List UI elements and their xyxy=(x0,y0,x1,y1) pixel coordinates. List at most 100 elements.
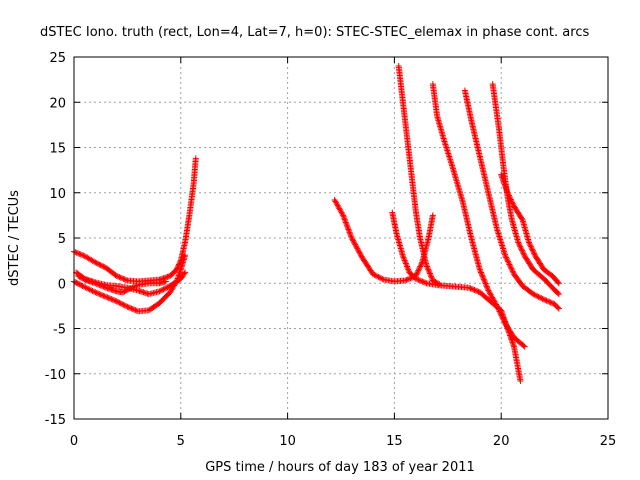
x-tick-label: 5 xyxy=(177,434,185,449)
data-point xyxy=(507,264,514,271)
data-point xyxy=(525,239,532,246)
data-point xyxy=(505,192,512,199)
data-point xyxy=(515,240,522,247)
data-point xyxy=(493,302,500,309)
data-point xyxy=(495,307,502,314)
data-point xyxy=(506,193,513,200)
plot-frame xyxy=(73,56,609,420)
data-point xyxy=(344,225,351,232)
data-point xyxy=(419,278,426,285)
data-point xyxy=(96,261,103,268)
data-point xyxy=(519,249,526,256)
data-point xyxy=(428,273,435,280)
data-point xyxy=(348,233,355,240)
data-point xyxy=(431,278,438,285)
data-point xyxy=(97,282,104,289)
data-point xyxy=(544,298,551,305)
data-point xyxy=(357,250,364,257)
data-point xyxy=(509,267,516,274)
data-point xyxy=(401,257,408,264)
y-tick-labels: -15 -10 -5 0 5 10 15 20 25 xyxy=(45,51,66,428)
data-point xyxy=(479,272,486,279)
data-point xyxy=(425,266,432,273)
data-point xyxy=(472,287,479,294)
data-point xyxy=(132,283,139,290)
data-point xyxy=(356,249,363,256)
data-point xyxy=(531,251,538,258)
data-point xyxy=(495,305,502,312)
data-point xyxy=(507,196,514,203)
data-point xyxy=(402,277,409,284)
data-point xyxy=(422,279,429,286)
data-point xyxy=(536,294,543,301)
data-point xyxy=(481,279,488,286)
data-point xyxy=(119,301,126,308)
data-point xyxy=(99,292,106,299)
data-point xyxy=(127,304,134,311)
data-point xyxy=(91,258,98,265)
x-tick-label: 0 xyxy=(70,434,78,449)
data-point xyxy=(496,308,503,315)
data-point xyxy=(538,295,545,302)
data-point xyxy=(509,199,516,206)
data-point xyxy=(412,275,419,282)
data-point xyxy=(480,276,487,283)
data-point xyxy=(130,283,137,290)
data-point xyxy=(399,253,406,260)
data-point xyxy=(478,270,485,277)
data-point xyxy=(506,261,513,268)
data-point xyxy=(402,259,409,266)
data-point xyxy=(121,302,128,309)
data-point xyxy=(96,281,103,288)
data-point xyxy=(72,249,79,256)
x-tick-label: 10 xyxy=(279,434,296,449)
data-point xyxy=(415,276,422,283)
data-point xyxy=(436,281,443,288)
data-point xyxy=(123,276,130,283)
data-point xyxy=(105,294,112,301)
data-point xyxy=(374,273,381,280)
data-point xyxy=(493,301,500,308)
y-tick-label: -10 xyxy=(45,368,66,383)
data-point xyxy=(344,223,351,230)
data-point xyxy=(93,280,100,287)
data-point xyxy=(350,238,357,245)
x-axis-label: GPS time / hours of day 183 of year 2011 xyxy=(205,460,475,475)
data-point xyxy=(346,227,353,234)
data-point xyxy=(467,285,474,292)
data-point xyxy=(504,257,511,264)
data-point xyxy=(123,287,130,294)
data-point xyxy=(103,293,110,300)
data-point xyxy=(547,299,554,306)
data-point xyxy=(479,273,486,280)
data-point xyxy=(355,248,362,255)
data-point xyxy=(120,289,127,296)
data-point xyxy=(484,286,491,293)
data-point xyxy=(517,244,524,251)
data-point xyxy=(353,244,360,251)
data-point xyxy=(78,282,85,289)
data-point xyxy=(527,243,534,250)
data-point xyxy=(116,274,123,281)
data-point xyxy=(120,301,127,308)
data-point xyxy=(548,299,555,306)
data-point xyxy=(116,299,123,306)
data-point xyxy=(92,289,99,296)
y-tick-label: 25 xyxy=(49,51,66,66)
data-point xyxy=(470,286,477,293)
data-point xyxy=(520,342,527,349)
data-point xyxy=(88,287,95,294)
data-point xyxy=(113,273,120,280)
data-point xyxy=(504,189,511,196)
data-point xyxy=(554,304,561,311)
data-point xyxy=(500,316,507,323)
data-point xyxy=(466,284,473,291)
data-point xyxy=(416,277,423,284)
data-point xyxy=(123,303,130,310)
data-point xyxy=(532,292,539,299)
data-point xyxy=(521,343,528,350)
data-point xyxy=(555,291,562,298)
x-tick-label: 25 xyxy=(600,434,617,449)
data-point xyxy=(75,250,82,257)
